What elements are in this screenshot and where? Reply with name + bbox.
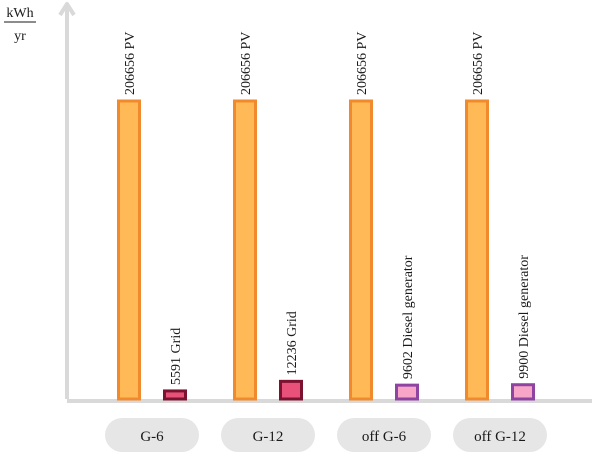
bar-data-label-pv-1: 206656 PV	[239, 32, 254, 95]
bar-data-label-pv-0: 206656 PV	[123, 32, 138, 95]
category-label-0: G-6	[140, 429, 164, 445]
bar-pv-2	[349, 99, 373, 401]
bar-data-label-secondary-3: 9900 Diesel generator	[517, 255, 532, 379]
bar-data-label-pv-2: 206656 PV	[355, 32, 370, 95]
bar-data-label-secondary-2: 9602 Diesel generator	[401, 255, 416, 379]
bar-data-label-pv-3: 206656 PV	[471, 32, 486, 95]
bar-secondary-1	[279, 379, 303, 401]
bar-data-label-secondary-1: 12236 Grid	[285, 311, 300, 375]
category-box-1	[221, 418, 315, 452]
category-label-3: off G-12	[474, 429, 526, 445]
category-box-2	[337, 418, 431, 452]
category-label-1: G-12	[253, 429, 284, 445]
bar-pv-0	[117, 99, 141, 401]
chart-bars	[117, 99, 535, 401]
bar-secondary-3	[511, 383, 535, 401]
y-axis-arrow	[58, 2, 76, 17]
y-axis-unit-denominator: yr	[14, 29, 26, 44]
y-axis-unit-numerator: kWh	[6, 6, 33, 21]
bar-secondary-2	[395, 383, 419, 401]
category-label-2: off G-6	[362, 429, 407, 445]
bar-pv-3	[465, 99, 489, 401]
category-box-0	[105, 418, 199, 452]
bar-data-label-secondary-0: 5591 Grid	[169, 328, 184, 385]
chart-category-labels: G-6 G-12 off G-6 off G-12	[105, 418, 547, 452]
bar-secondary-0	[163, 389, 187, 401]
chart-axes	[58, 2, 592, 403]
chart-bar-labels: 206656 PV 206656 PV 206656 PV 206656 PV 5591…	[123, 32, 532, 385]
bar-pv-1	[233, 99, 257, 401]
category-box-3	[453, 418, 547, 452]
y-axis-unit: kWh yr	[4, 6, 36, 44]
